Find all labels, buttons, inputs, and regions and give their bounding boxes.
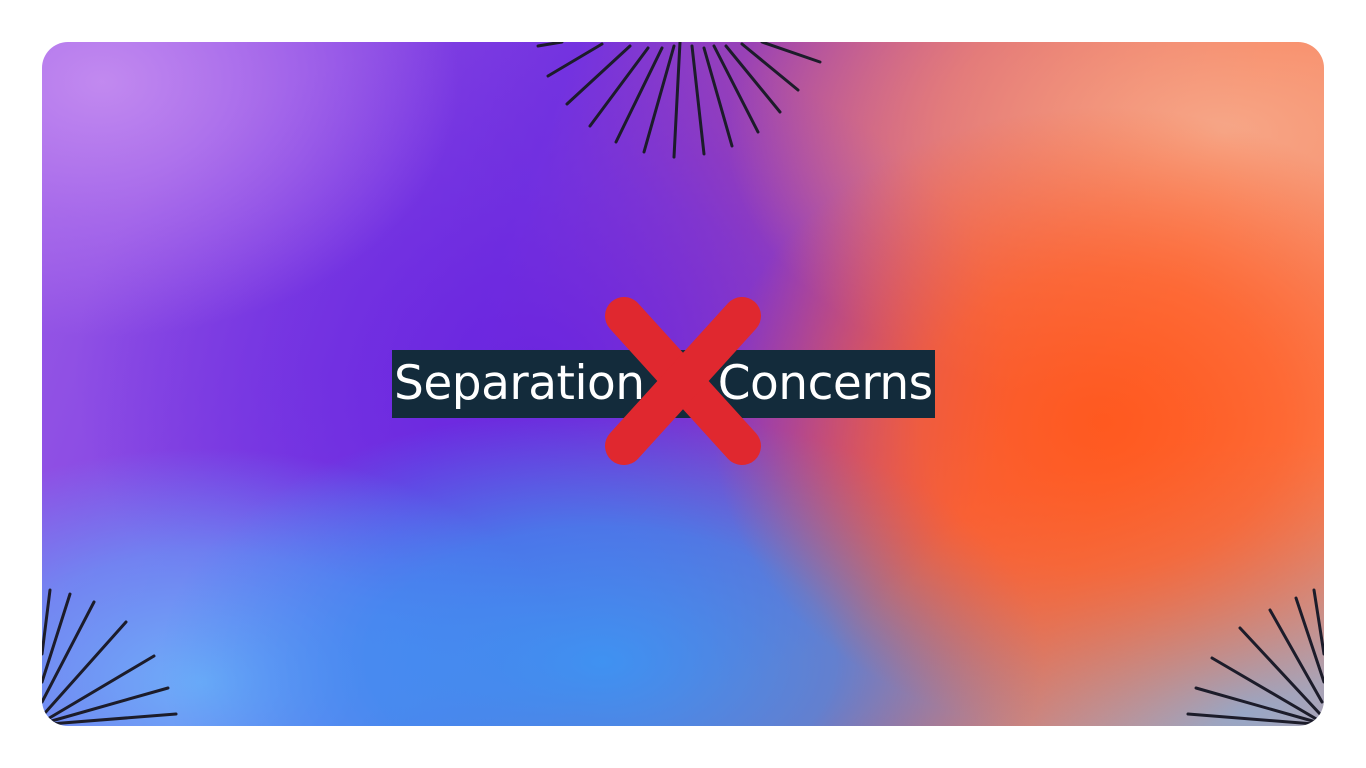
x-cross-icon [605,297,761,465]
slide: Separation of Concerns [42,42,1324,726]
